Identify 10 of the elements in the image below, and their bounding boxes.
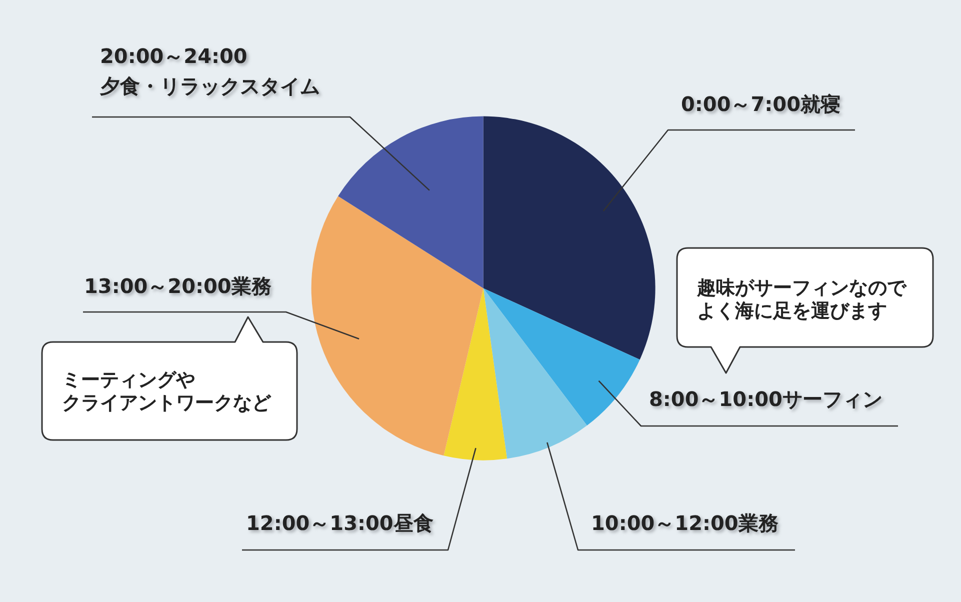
slice-label: 20:00～24:00 夕食・リラックスタイム	[100, 44, 320, 98]
slice-label: 0:00～7:00就寝	[681, 92, 840, 116]
slice-label: 8:00～10:00サーフィン	[649, 387, 882, 411]
slice-label: 12:00～13:00昼食	[246, 511, 434, 535]
callout-text: よく海に足を運びます	[697, 300, 887, 322]
callout-text: 趣味がサーフィンなので	[697, 277, 906, 299]
slice-label: 10:00～12:00業務	[591, 511, 778, 535]
callout-text: クライアントワークなど	[62, 392, 271, 414]
callout-text: ミーティングや	[62, 369, 195, 391]
slice-label: 13:00～20:00業務	[84, 274, 272, 298]
